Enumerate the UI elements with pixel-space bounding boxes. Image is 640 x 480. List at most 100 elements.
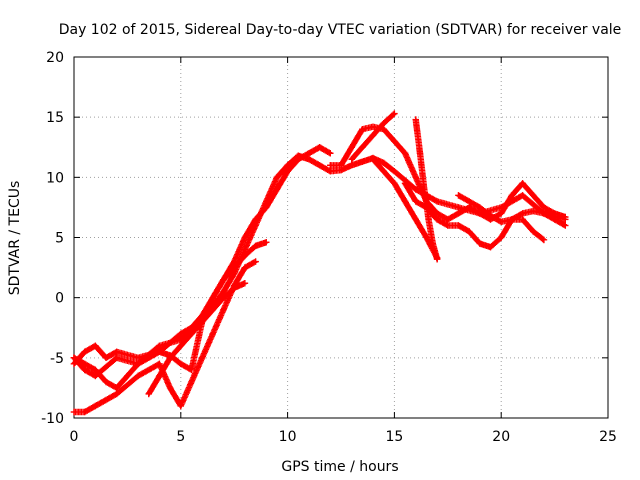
- data-point: [412, 186, 419, 193]
- data-point: [188, 330, 195, 337]
- data-point: [540, 210, 548, 217]
- data-point: [156, 372, 163, 380]
- data-point: [273, 174, 281, 181]
- data-point: [273, 186, 281, 193]
- data-point: [70, 360, 78, 368]
- data-point: [284, 168, 291, 175]
- data-point: [241, 280, 249, 287]
- data-point: [113, 384, 120, 392]
- data-point: [124, 372, 131, 380]
- data-point: [519, 192, 526, 199]
- data-point: [198, 354, 206, 362]
- y-tick-label: 0: [55, 291, 64, 307]
- data-point: [412, 198, 419, 205]
- data-point: [425, 216, 432, 223]
- data-point: [444, 216, 451, 223]
- data-point: [92, 342, 99, 349]
- data-point: [156, 342, 163, 349]
- grid-lines: [74, 57, 608, 418]
- data-point: [263, 204, 270, 211]
- data-point: [92, 366, 99, 374]
- data-point: [530, 192, 537, 199]
- data-point: [551, 210, 558, 217]
- data-point: [519, 216, 526, 223]
- data-point: [220, 288, 227, 295]
- series-track-k: [455, 192, 569, 229]
- series-track-j: [369, 156, 441, 262]
- data-point: [476, 240, 484, 247]
- data-point: [177, 360, 184, 368]
- data-point: [263, 239, 270, 246]
- series-group: [70, 110, 569, 416]
- data-point: [391, 180, 398, 187]
- data-point: [476, 210, 484, 217]
- data-point: [209, 294, 217, 301]
- data-point: [455, 192, 462, 199]
- data-point: [316, 162, 323, 169]
- data-point: [391, 110, 398, 117]
- data-point: [156, 348, 163, 356]
- data-point: [540, 236, 548, 244]
- data-point: [476, 204, 484, 211]
- data-point: [433, 254, 441, 262]
- data-point: [487, 243, 494, 251]
- data-point: [369, 156, 377, 163]
- data-point: [519, 210, 526, 217]
- data-point: [391, 138, 398, 145]
- data-point: [92, 402, 99, 410]
- data-point: [551, 216, 558, 223]
- data-point: [220, 306, 227, 313]
- data-point: [81, 408, 88, 416]
- data-point: [177, 402, 184, 410]
- data-point: [198, 318, 206, 325]
- data-point: [433, 198, 441, 205]
- data-point: [166, 384, 174, 392]
- chart-title: Day 102 of 2015, Sidereal Day-to-day VTE…: [59, 22, 622, 38]
- data-point: [562, 213, 569, 221]
- data-point: [412, 216, 419, 223]
- data-point: [498, 218, 505, 226]
- data-point: [508, 216, 516, 223]
- data-point: [156, 360, 163, 368]
- data-point: [81, 348, 88, 356]
- data-point: [252, 216, 259, 223]
- data-point: [241, 246, 249, 253]
- data-point: [231, 264, 238, 271]
- data-point: [423, 234, 430, 241]
- data-point: [465, 228, 473, 235]
- data-point: [401, 198, 409, 205]
- data-point: [359, 144, 366, 151]
- data-point: [444, 222, 451, 229]
- data-point: [188, 366, 195, 374]
- data-point: [134, 372, 142, 380]
- data-point: [241, 264, 249, 271]
- data-point: [145, 390, 152, 398]
- data-point: [209, 306, 217, 313]
- x-tick-label: 10: [279, 429, 297, 445]
- series-track-g: [348, 110, 398, 163]
- y-tick-label: -5: [50, 351, 64, 367]
- data-point: [421, 186, 428, 193]
- data-point: [359, 158, 366, 165]
- data-point: [348, 156, 355, 163]
- data-point: [327, 162, 334, 169]
- data-point: [81, 366, 88, 374]
- data-point: [348, 162, 355, 169]
- y-tick-label: -10: [41, 411, 64, 427]
- x-axis-label: GPS time / hours: [281, 459, 398, 475]
- data-point: [433, 216, 441, 223]
- y-tick-label: 10: [46, 170, 64, 186]
- data-point: [359, 126, 366, 133]
- data-point: [220, 276, 227, 283]
- data-point: [412, 116, 419, 123]
- data-point: [241, 234, 249, 241]
- data-point: [369, 132, 377, 139]
- data-point: [134, 360, 142, 368]
- y-tick-label: 15: [46, 110, 64, 126]
- data-point: [487, 212, 494, 220]
- x-tick-label: 25: [599, 429, 617, 445]
- data-point: [113, 354, 120, 362]
- data-point: [209, 330, 217, 337]
- data-point: [519, 180, 526, 187]
